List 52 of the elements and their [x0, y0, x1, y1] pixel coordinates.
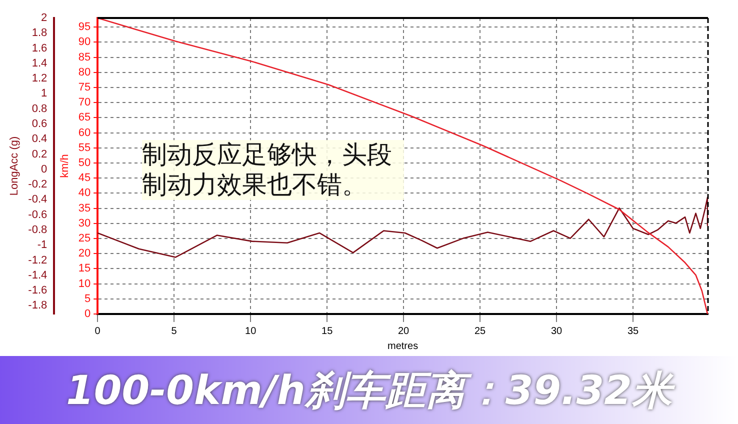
x-axis-title: metres: [388, 340, 418, 352]
x-tick-label: 0: [94, 326, 101, 337]
y2-tick-label: -1.8: [28, 300, 48, 312]
x-tick-label: 5: [171, 326, 178, 337]
y-tick-label: 90: [78, 36, 91, 48]
y2-tick-label: -1.6: [28, 284, 48, 297]
x-tick-label: 10: [245, 326, 257, 337]
y-tick-label: 75: [78, 82, 91, 94]
y-tick-label: 85: [78, 51, 91, 64]
y2-tick-label: -0.4: [28, 194, 48, 206]
y2-tick-label: 1.6: [32, 42, 48, 54]
y-tick-label: 0: [84, 308, 91, 320]
annotation: 制动反应足够快，头段制动力效果也不错。: [142, 140, 404, 200]
y2-tick-label: 0.8: [32, 102, 48, 115]
y-tick-label: 50: [78, 157, 91, 170]
y2-tick-label: 0.6: [32, 118, 48, 130]
y-tick-label: 65: [78, 112, 91, 124]
x-tick-label: 35: [627, 326, 640, 337]
x-tick-label: 15: [322, 326, 334, 337]
y-tick-label: 55: [78, 142, 91, 154]
y-tick-label: 15: [78, 262, 91, 275]
y-axis-title: km/h: [58, 154, 71, 178]
y2-tick-label: 1: [41, 88, 48, 100]
y-tick-label: 25: [78, 232, 91, 245]
y2-tick-label: -1.4: [28, 269, 48, 282]
x-tick-label: 25: [474, 326, 486, 337]
y2-tick-label: 0: [41, 163, 48, 176]
y-tick-label: 35: [78, 202, 91, 214]
y2-tick-label: -1.2: [28, 254, 48, 266]
y-tick-label: 45: [78, 172, 91, 184]
y2-tick-label: -0.6: [28, 208, 48, 221]
y2-axis-title: LongAcc (g): [8, 136, 21, 196]
y2-tick-label: 0.2: [32, 148, 48, 160]
y-tick-label: 30: [78, 217, 91, 230]
y2-tick-label: -0.2: [28, 178, 48, 191]
y2-tick-label: 0.4: [32, 133, 48, 146]
x-tick-label: 20: [398, 326, 410, 337]
y2-tick-label: 2: [41, 12, 48, 24]
y2-tick-label: 1.4: [32, 57, 48, 70]
x-tick-label: 30: [550, 326, 563, 337]
y-tick-label: 70: [78, 96, 91, 109]
y2-tick-label: 1.2: [32, 72, 48, 85]
y-tick-label: 60: [78, 126, 91, 139]
y-tick-label: 80: [78, 66, 91, 78]
y-tick-label: 40: [78, 187, 91, 200]
y-tick-label: 5: [84, 292, 91, 305]
y2-tick-label: -1: [37, 239, 48, 252]
y2-tick-label: 1.8: [32, 27, 48, 40]
y-tick-label: 20: [78, 248, 91, 260]
y-tick-label: 95: [78, 21, 91, 34]
y2-tick-label: -0.8: [28, 224, 48, 236]
y-tick-label: 10: [78, 278, 91, 290]
